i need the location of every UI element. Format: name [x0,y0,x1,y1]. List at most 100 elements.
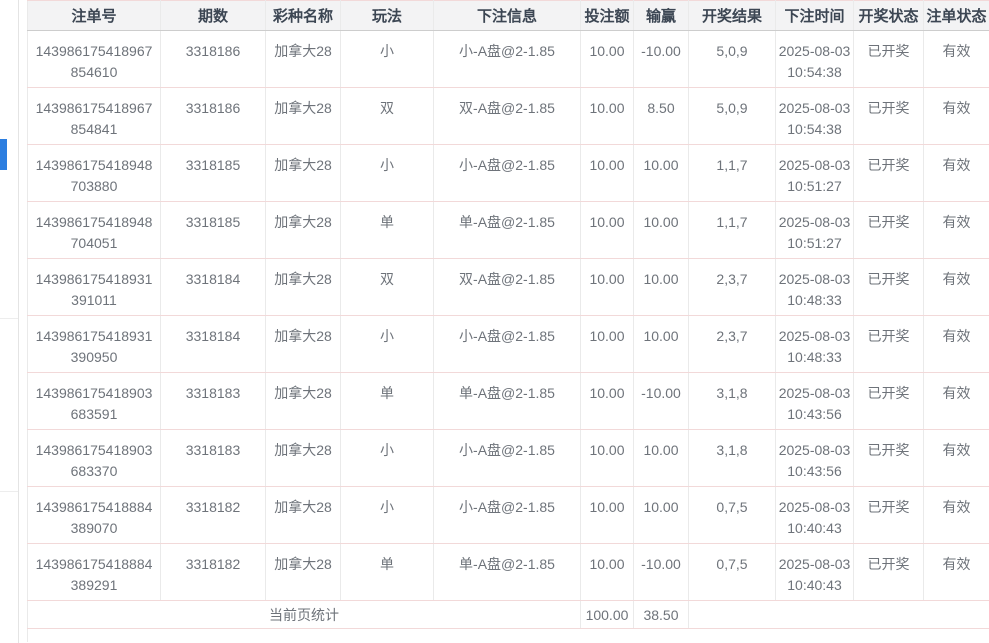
cell-result: 2,3,7 [688,258,776,316]
cell-lottery: 加拿大28 [265,543,341,601]
cell-lottery: 加拿大28 [265,258,341,316]
bet-records-table: 注单号 期数 彩种名称 玩法 下注信息 投注额 输赢 开奖结果 下注时间 开奖状… [27,0,989,642]
cell-win_loss: -10.00 [633,543,689,601]
table-row: 143986175418948703880 3318185 加拿大28 小小-A盘@2… [27,144,989,202]
cell-result: 0,7,5 [688,486,776,544]
cell-draw_status: 已开奖 [853,30,924,88]
table-row: 143986175418903683370 3318183 加拿大28 小小-A盘@2… [27,429,989,487]
cell-period: 3318182 [160,543,266,601]
cell-amount: 10.00 [580,543,634,601]
cell-win_loss: 10.00 [633,258,689,316]
column-header-bet-time: 下注时间 [775,0,854,31]
summary-win-loss-total: 38.50 [633,600,689,629]
cell-bet_info: 双-A盘@2-1.85 [433,87,581,145]
cell-bet_time: 2025-08-03 10:40:43 [775,543,854,601]
cell-bet_status: 有效 [923,315,989,373]
cell-draw_status: 已开奖 [853,486,924,544]
cell-lottery: 加拿大28 [265,315,341,373]
cell-win_loss: 10.00 [633,429,689,487]
cell-period: 3318183 [160,372,266,430]
cell-bet_status: 有效 [923,258,989,316]
table-row: 143986175418884389070 3318182 加拿大28 小小-A盘@2… [27,486,989,544]
cell-bet_info: 双-A盘@2-1.85 [433,258,581,316]
cell-play: 双 [340,258,434,316]
cell-period: 3318186 [160,30,266,88]
cell-result: 5,0,9 [688,30,776,88]
cell-amount: 10.00 [580,258,634,316]
cell-draw_status: 已开奖 [853,543,924,601]
cell-result: 2,3,7 [688,315,776,373]
cell-bet_status: 有效 [923,372,989,430]
cell-lottery: 加拿大28 [265,201,341,259]
cell-draw_status: 已开奖 [853,258,924,316]
cell-bet_id: 143986175418884389291 [27,543,161,601]
cell-amount: 10.00 [580,315,634,373]
cell-bet_time: 2025-08-03 10:54:38 [775,30,854,88]
cell-amount: 10.00 [580,372,634,430]
cell-lottery: 加拿大28 [265,372,341,430]
cell-lottery: 加拿大28 [265,30,341,88]
cell-bet_info: 小-A盘@2-1.85 [433,486,581,544]
cell-bet_time: 2025-08-03 10:48:33 [775,258,854,316]
cell-win_loss: 10.00 [633,144,689,202]
summary-empty-cell [688,600,989,629]
summary-amount-total: 100.00 [580,600,634,629]
cell-amount: 10.00 [580,201,634,259]
table-row: 143986175418931390950 3318184 加拿大28 小小-A盘@2… [27,315,989,373]
cell-lottery: 加拿大28 [265,429,341,487]
cell-bet_time: 2025-08-03 10:48:33 [775,315,854,373]
cell-bet_status: 有效 [923,201,989,259]
cell-win_loss: 8.50 [633,87,689,145]
table-body: 143986175418967854610 3318186 加拿大28 小小-A盘@2… [27,30,989,601]
column-header-lottery: 彩种名称 [265,0,341,31]
column-header-bet-id: 注单号 [27,0,161,31]
summary-row: 当前页统计 100.00 38.50 [27,600,989,629]
cell-period: 3318183 [160,429,266,487]
cell-bet_time: 2025-08-03 10:40:43 [775,486,854,544]
column-header-bet-status: 注单状态 [923,0,989,31]
cell-bet_info: 单-A盘@2-1.85 [433,372,581,430]
cell-bet_id: 143986175418931391011 [27,258,161,316]
cell-bet_info: 小-A盘@2-1.85 [433,429,581,487]
cell-play: 双 [340,87,434,145]
cell-play: 单 [340,543,434,601]
cell-bet_info: 单-A盘@2-1.85 [433,543,581,601]
cell-play: 小 [340,144,434,202]
cell-period: 3318185 [160,201,266,259]
cell-bet_id: 143986175418967854610 [27,30,161,88]
cell-bet_status: 有效 [923,543,989,601]
cell-lottery: 加拿大28 [265,87,341,145]
cell-result: 5,0,9 [688,87,776,145]
cell-bet_info: 小-A盘@2-1.85 [433,30,581,88]
cell-bet_id: 143986175418967854841 [27,87,161,145]
cell-bet_id: 143986175418903683591 [27,372,161,430]
column-header-amount: 投注额 [580,0,634,31]
cell-bet_status: 有效 [923,30,989,88]
cell-draw_status: 已开奖 [853,144,924,202]
column-header-play: 玩法 [340,0,434,31]
table-row: 143986175418967854610 3318186 加拿大28 小小-A盘@2… [27,30,989,88]
cell-bet_time: 2025-08-03 10:54:38 [775,87,854,145]
cell-draw_status: 已开奖 [853,429,924,487]
cell-win_loss: 10.00 [633,486,689,544]
cell-win_loss: 10.00 [633,315,689,373]
cell-bet_info: 小-A盘@2-1.85 [433,144,581,202]
cell-bet_id: 143986175418884389070 [27,486,161,544]
cell-bet_id: 143986175418931390950 [27,315,161,373]
column-header-win-loss: 输赢 [633,0,689,31]
left-panel-separator [0,318,18,319]
left-scrollbar-thumb[interactable] [0,139,7,170]
cell-amount: 10.00 [580,486,634,544]
table-footer: 当前页统计 100.00 38.50 [27,600,989,642]
cell-win_loss: -10.00 [633,30,689,88]
cell-bet_status: 有效 [923,486,989,544]
left-panel-separator [0,491,18,492]
header-row: 注单号 期数 彩种名称 玩法 下注信息 投注额 输赢 开奖结果 下注时间 开奖状… [27,0,989,31]
cell-bet_status: 有效 [923,429,989,487]
cell-result: 0,7,5 [688,543,776,601]
column-header-period: 期数 [160,0,266,31]
page-summary-label: 当前页统计 [27,600,581,629]
cell-bet_time: 2025-08-03 10:43:56 [775,429,854,487]
cell-win_loss: -10.00 [633,372,689,430]
cell-bet_id: 143986175418948704051 [27,201,161,259]
